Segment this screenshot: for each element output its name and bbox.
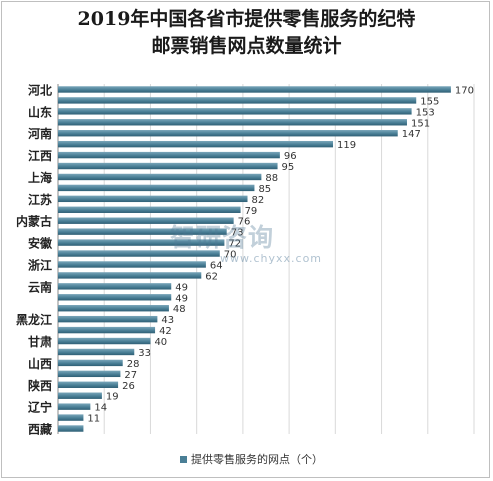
category-label: 江西 <box>28 148 52 163</box>
category-label: 河北 <box>27 82 52 97</box>
data-label: 42 <box>159 326 172 337</box>
data-label: 73 <box>231 228 244 239</box>
data-label: 82 <box>252 195 265 206</box>
bar <box>58 272 202 279</box>
watermark-url: www.chyxx.com <box>220 252 323 265</box>
bar <box>58 195 248 203</box>
bar <box>58 283 172 290</box>
category-label: 山东 <box>28 104 52 119</box>
bar <box>58 348 135 356</box>
category-label: 河南 <box>27 126 52 141</box>
bar <box>58 381 119 388</box>
category-label: 山西 <box>28 356 52 371</box>
bar <box>58 305 169 312</box>
bar <box>58 140 334 148</box>
bar <box>58 119 407 126</box>
data-label: 40 <box>154 337 167 348</box>
bar <box>58 294 172 301</box>
bar <box>58 184 255 192</box>
bar <box>58 162 278 170</box>
bar <box>58 86 451 93</box>
bar <box>58 173 262 181</box>
bar <box>58 414 84 421</box>
bar <box>58 228 227 235</box>
data-label: 19 <box>106 392 119 403</box>
category-label: 陕西 <box>28 378 52 393</box>
data-label: 79 <box>245 206 258 217</box>
data-label: 85 <box>258 184 271 195</box>
bar <box>58 206 241 213</box>
category-label: 江苏 <box>28 192 52 207</box>
bar <box>58 326 156 334</box>
bar <box>58 425 84 432</box>
category-label: 浙江 <box>28 257 52 272</box>
category-label: 甘肃 <box>28 334 52 349</box>
category-label: 安徽 <box>28 236 53 251</box>
data-label: 170 <box>455 85 474 96</box>
chart-legend: 提供零售服务的网点（个） <box>180 451 323 467</box>
data-label: 26 <box>122 381 135 392</box>
data-label: 76 <box>238 217 251 228</box>
legend-swatch <box>180 455 187 463</box>
category-label: 辽宁 <box>28 400 52 415</box>
data-label: 88 <box>265 173 278 184</box>
data-label: 153 <box>416 107 435 118</box>
data-label: 49 <box>175 293 188 304</box>
chart-title-line-2: 邮票销售网点数量统计 <box>151 35 342 57</box>
category-label: 上海 <box>28 170 52 185</box>
bar <box>58 261 206 268</box>
chart-title-line-1: 2019年中国各省市提供零售服务的纪特 <box>77 8 416 30</box>
watermark-brand: 智研咨询 <box>170 223 275 252</box>
bar <box>58 97 417 104</box>
data-label: 11 <box>87 414 100 425</box>
bar <box>58 130 398 137</box>
data-label: 95 <box>282 162 295 173</box>
data-label: 33 <box>138 348 151 359</box>
category-label: 黑龙江 <box>16 312 52 327</box>
data-label: 28 <box>127 359 140 370</box>
data-label: 72 <box>228 239 241 250</box>
data-label: 43 <box>161 315 174 326</box>
bar <box>58 359 123 367</box>
bar <box>58 217 234 224</box>
data-label: 119 <box>337 140 356 151</box>
data-label: 64 <box>210 260 223 271</box>
category-label: 内蒙古 <box>16 214 52 229</box>
data-label: 14 <box>94 403 107 414</box>
data-label: 151 <box>411 118 430 129</box>
bar <box>58 250 220 257</box>
data-label: 27 <box>124 370 137 381</box>
chart-title: 2019年中国各省市提供零售服务的纪特 邮票销售网点数量统计 <box>0 6 493 60</box>
bar <box>58 151 280 159</box>
data-label: 49 <box>175 282 188 293</box>
bar <box>58 315 158 323</box>
data-label: 155 <box>420 96 439 107</box>
category-label: 西藏 <box>28 422 52 437</box>
category-label: 云南 <box>28 279 52 294</box>
data-label: 96 <box>284 151 297 162</box>
legend-label: 提供零售服务的网点（个） <box>191 453 323 466</box>
data-label: 70 <box>224 250 237 261</box>
bar <box>58 239 225 246</box>
data-label: 147 <box>402 129 421 140</box>
bar <box>58 337 151 345</box>
bar <box>58 370 121 378</box>
bar <box>58 392 102 399</box>
bar <box>58 403 91 410</box>
data-label: 62 <box>205 271 218 282</box>
bar <box>58 108 412 115</box>
data-label: 48 <box>173 304 186 315</box>
